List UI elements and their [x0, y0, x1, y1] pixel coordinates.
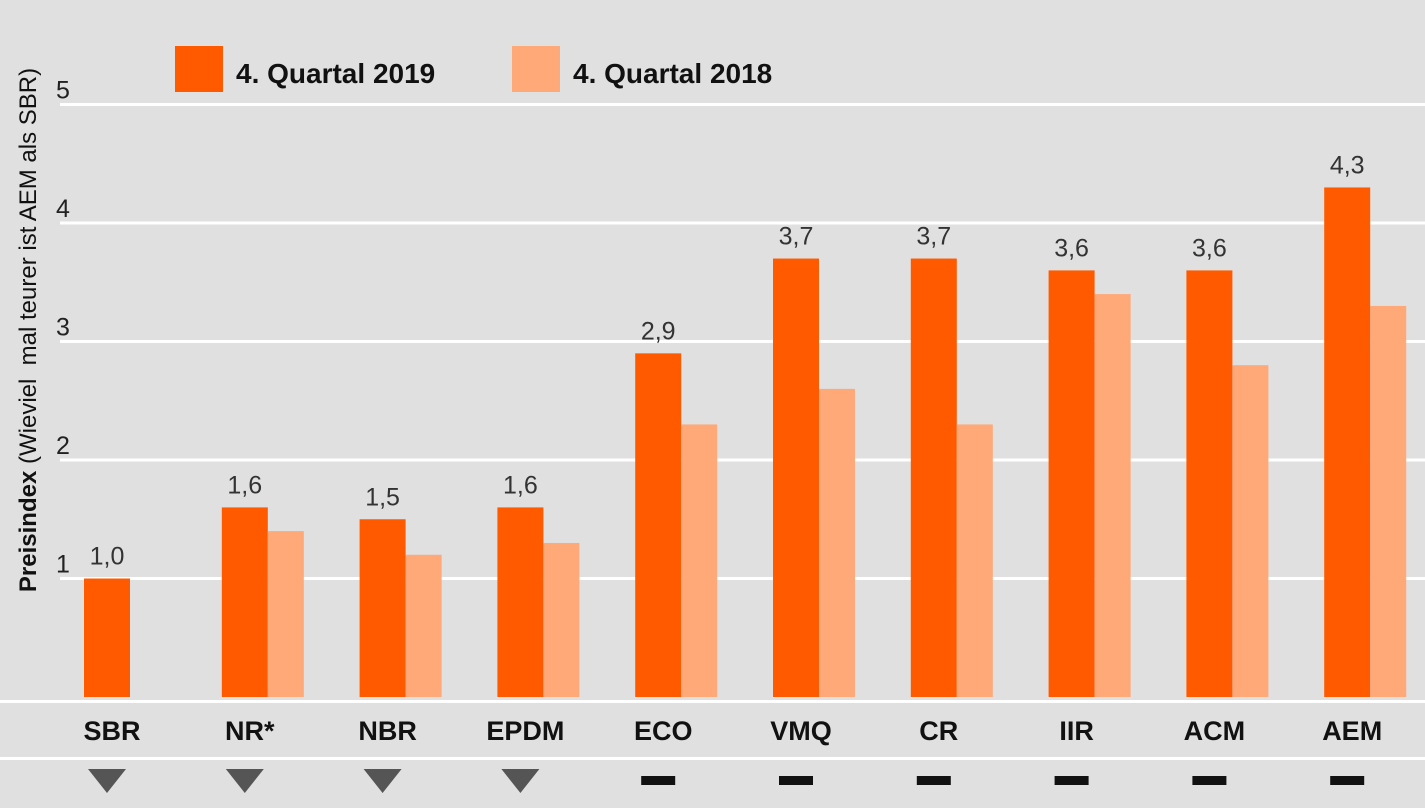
- data-label-2019: 1,6: [503, 471, 538, 499]
- legend-swatch-2019: [175, 46, 223, 92]
- data-label-2019: 4,3: [1330, 151, 1365, 179]
- bar-2018: [1094, 294, 1131, 697]
- data-label-2019: 3,7: [779, 223, 814, 251]
- y-axis-label-rest: (Wieviel mal teurer ist AEM als SBR): [15, 68, 42, 471]
- bar-2019: [84, 578, 130, 697]
- bar-2019: [635, 353, 682, 697]
- y-axis-label: Preisindex (Wieviel mal teurer ist AEM a…: [15, 68, 42, 592]
- y-axis-label-bold: Preisindex: [15, 470, 42, 592]
- category-label: VMQ: [770, 716, 832, 746]
- data-label-2019: 1,5: [365, 483, 400, 511]
- trend-flat-marker: [1192, 776, 1227, 785]
- trend-flat-marker: [916, 776, 951, 785]
- category-band: [0, 703, 1425, 757]
- category-label: ECO: [634, 716, 693, 746]
- data-labels: 1,0 1,6 1,5 1,6 2,9 3,7 3,7 3,6 3,6 4,3: [90, 151, 1365, 570]
- legend-label-2018: 4. Quartal 2018: [573, 58, 772, 89]
- trend-flat-marker: [1330, 776, 1365, 785]
- bar-2019: [1324, 187, 1371, 697]
- category-label: AEM: [1322, 716, 1382, 746]
- trend-flat-marker: [641, 776, 676, 785]
- bars: [84, 187, 1407, 697]
- y-tick-label: 2: [56, 432, 70, 460]
- y-tick-label: 5: [56, 77, 70, 105]
- trend-down-marker: [88, 769, 126, 793]
- legend-label-2019: 4. Quartal 2019: [236, 58, 435, 89]
- y-tick-label: 3: [56, 314, 70, 342]
- bar-2019: [773, 258, 819, 697]
- category-label: SBR: [83, 716, 140, 746]
- bar-2018: [956, 424, 993, 697]
- legend: 4. Quartal 2019 4. Quartal 2018: [175, 46, 772, 92]
- bar-2018: [1232, 365, 1269, 697]
- trend-down-marker: [225, 769, 264, 793]
- y-tick-label: 1: [56, 551, 70, 579]
- category-label: ACM: [1184, 716, 1246, 746]
- category-label: CR: [919, 716, 958, 746]
- bar-2018: [267, 531, 304, 697]
- data-label-2019: 1,0: [90, 543, 125, 571]
- trend-flat-marker: [1054, 776, 1089, 785]
- trend-flat-marker: [779, 776, 813, 785]
- bar-2018: [819, 388, 855, 697]
- bar-2018: [543, 542, 580, 697]
- bar-2019: [497, 507, 544, 697]
- bar-2019: [221, 507, 268, 697]
- bar-2018: [681, 424, 718, 697]
- category-labels: SBR NR* NBR EPDM ECO VMQ CR IIR ACM AEM: [83, 716, 1382, 746]
- y-axis-ticks: 1 2 3 4 5: [56, 77, 70, 579]
- data-label-2019: 3,6: [1054, 234, 1089, 262]
- category-label: IIR: [1059, 716, 1094, 746]
- bar-2019: [1186, 270, 1233, 697]
- data-label-2019: 2,9: [641, 317, 676, 345]
- trend-down-marker: [501, 769, 540, 793]
- bar-2019: [1048, 270, 1095, 697]
- data-label-2019: 3,6: [1192, 234, 1227, 262]
- y-tick-label: 4: [56, 195, 70, 223]
- trend-markers: [88, 769, 1365, 793]
- trend-band: [0, 760, 1425, 808]
- category-label: EPDM: [486, 716, 564, 746]
- data-label-2019: 1,6: [227, 471, 262, 499]
- category-label: NBR: [358, 716, 417, 746]
- category-label: NR*: [225, 716, 275, 746]
- bar-2019: [359, 519, 406, 697]
- bar-2018: [405, 554, 442, 697]
- legend-swatch-2018: [512, 46, 560, 92]
- data-label-2019: 3,7: [916, 223, 951, 251]
- bar-2019: [910, 258, 957, 697]
- trend-down-marker: [363, 769, 402, 793]
- bar-2018: [1370, 305, 1407, 697]
